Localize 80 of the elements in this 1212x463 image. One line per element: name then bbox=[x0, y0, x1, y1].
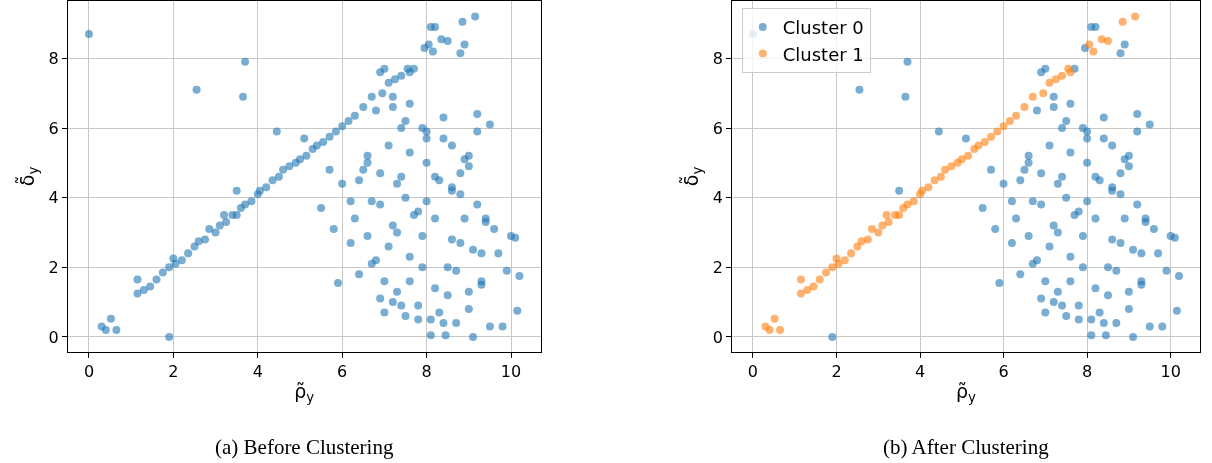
point bbox=[1020, 103, 1029, 112]
point bbox=[1005, 117, 1014, 126]
point bbox=[884, 218, 893, 227]
x-tick-label: 4 bbox=[252, 362, 263, 382]
point bbox=[987, 132, 996, 141]
point bbox=[853, 242, 862, 251]
point bbox=[1085, 40, 1094, 49]
point bbox=[796, 289, 805, 298]
point bbox=[809, 282, 818, 291]
legend-label: Cluster 1 bbox=[782, 43, 864, 65]
point bbox=[909, 197, 918, 206]
point bbox=[964, 151, 973, 160]
point bbox=[776, 325, 785, 334]
point bbox=[857, 237, 866, 246]
point bbox=[1039, 89, 1048, 98]
text: (a) Before Clustering bbox=[215, 435, 394, 459]
legend-label: Cluster 0 bbox=[782, 17, 864, 39]
point bbox=[957, 155, 966, 164]
x-tick-label: 10 bbox=[500, 362, 522, 382]
point bbox=[936, 172, 945, 181]
point bbox=[840, 256, 849, 265]
y-tick-label: 0 bbox=[712, 327, 723, 347]
point bbox=[765, 325, 774, 334]
point bbox=[941, 165, 950, 174]
x-tick-label: 8 bbox=[421, 362, 432, 382]
point bbox=[924, 183, 933, 192]
x-tick-label: 0 bbox=[747, 362, 759, 382]
point bbox=[863, 235, 872, 244]
x-tick-label: 2 bbox=[168, 362, 179, 382]
point bbox=[882, 211, 891, 220]
point bbox=[878, 221, 887, 230]
point bbox=[1131, 12, 1140, 21]
point bbox=[999, 122, 1008, 131]
x-tick-label: 2 bbox=[831, 362, 842, 382]
point bbox=[1118, 17, 1127, 26]
point bbox=[1045, 78, 1054, 87]
point bbox=[828, 263, 837, 272]
text: (b) After Clustering bbox=[883, 435, 1050, 459]
point bbox=[903, 200, 912, 209]
point bbox=[874, 228, 883, 237]
x-tick-label: 4 bbox=[914, 362, 926, 382]
x-tick-label: 6 bbox=[337, 362, 348, 382]
y-tick-label: 4 bbox=[48, 188, 59, 208]
x-tick-label: 8 bbox=[1082, 362, 1093, 382]
y-tick-label: 8 bbox=[712, 48, 723, 68]
point bbox=[930, 176, 939, 185]
point bbox=[974, 141, 983, 150]
x-axis-title: ρ̃$_{y}$ bbox=[956, 379, 977, 405]
y-tick-label: 0 bbox=[48, 327, 59, 347]
y-tick-label: 4 bbox=[712, 188, 723, 208]
point bbox=[947, 162, 956, 171]
point bbox=[847, 249, 856, 258]
y-tick-label: 6 bbox=[712, 118, 723, 138]
point bbox=[918, 186, 927, 195]
y-tick-label: 2 bbox=[712, 257, 723, 277]
point bbox=[815, 275, 824, 284]
point bbox=[770, 314, 779, 323]
point bbox=[1066, 68, 1075, 77]
point bbox=[1089, 47, 1098, 56]
y-tick-label: 6 bbox=[48, 118, 59, 138]
point bbox=[1097, 35, 1106, 44]
point bbox=[1012, 111, 1021, 120]
point bbox=[980, 137, 989, 146]
x-tick-label: 6 bbox=[998, 362, 1009, 382]
point bbox=[993, 127, 1002, 136]
point bbox=[1051, 75, 1060, 84]
x-axis-title: ρ̃$_{y}$ bbox=[294, 379, 315, 405]
point bbox=[1103, 36, 1112, 45]
point bbox=[822, 268, 831, 277]
y-tick-label: 8 bbox=[48, 48, 59, 68]
x-tick-label: 10 bbox=[1160, 362, 1181, 382]
y-tick-label: 2 bbox=[48, 257, 59, 277]
x-tick-label: 0 bbox=[83, 362, 95, 382]
point bbox=[1028, 92, 1037, 101]
point bbox=[834, 259, 843, 268]
point bbox=[895, 211, 904, 220]
point bbox=[1058, 71, 1067, 80]
point bbox=[867, 224, 876, 233]
point bbox=[803, 285, 812, 294]
point bbox=[796, 275, 805, 284]
